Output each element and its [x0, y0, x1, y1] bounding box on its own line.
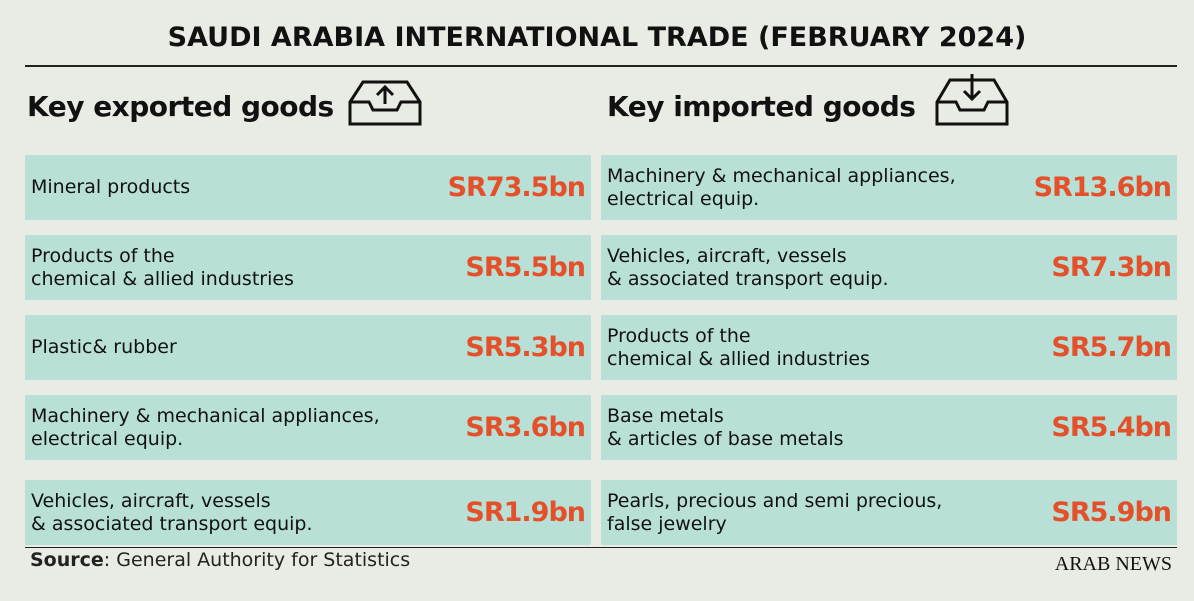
import-icon [935, 74, 1009, 126]
label-line: Vehicles, aircraft, vessels [607, 244, 847, 267]
label-line: Base metals [607, 404, 724, 427]
label-line: chemical & allied industries [607, 347, 870, 370]
label-line: Pearls, precious and semi precious, [607, 489, 943, 512]
row-label: Products of the chemical & allied industr… [31, 235, 294, 300]
label-line: & associated transport equip. [31, 512, 313, 535]
label-line: & associated transport equip. [607, 267, 889, 290]
row: Vehicles, aircraft, vessels & associated … [25, 480, 591, 545]
row: Machinery & mechanical appliances, electr… [25, 395, 591, 460]
row-label: Machinery & mechanical appliances, electr… [607, 155, 956, 220]
row: Machinery & mechanical appliances, electr… [601, 155, 1177, 220]
source: Source: General Authority for Statistics [30, 549, 410, 571]
title: SAUDI ARABIA INTERNATIONAL TRADE (FEBRUA… [167, 22, 1027, 53]
column-heading: Key exported goods [27, 90, 334, 123]
row: Mineral products SR73.5bn [25, 155, 591, 220]
row-value: SR13.6bn [1033, 172, 1172, 203]
row: Base metals & articles of base metals SR5.… [601, 395, 1177, 460]
label-line: chemical & allied industries [31, 267, 294, 290]
row: Vehicles, aircraft, vessels & associated … [601, 235, 1177, 300]
row: Products of the chemical & allied industr… [601, 315, 1177, 380]
row-value: SR5.7bn [1051, 332, 1172, 363]
label-line: false jewelry [607, 512, 727, 535]
row-label: Machinery & mechanical appliances, electr… [31, 395, 380, 460]
row-value: SR7.3bn [1051, 252, 1172, 283]
label-line: electrical equip. [607, 187, 760, 210]
row-label: Products of the chemical & allied industr… [607, 315, 870, 380]
row-value: SR73.5bn [447, 172, 586, 203]
export-icon [348, 80, 422, 126]
row-label: Plastic& rubber [31, 315, 177, 380]
column-heading: Key imported goods [607, 90, 916, 123]
row-value: SR1.9bn [465, 497, 586, 528]
divider [25, 65, 1177, 67]
divider [25, 547, 1177, 548]
row-label: Base metals & articles of base metals [607, 395, 844, 460]
row-value: SR5.5bn [465, 252, 586, 283]
row-value: SR3.6bn [465, 412, 586, 443]
label-line: Vehicles, aircraft, vessels [31, 489, 271, 512]
row-label: Pearls, precious and semi precious, false… [607, 480, 942, 545]
row-label: Vehicles, aircraft, vessels & associated … [31, 480, 313, 545]
row-value: SR5.3bn [465, 332, 586, 363]
logo: ARAB NEWS [1054, 553, 1172, 575]
label-line: Plastic& rubber [31, 336, 177, 358]
label-line: Products of the [31, 244, 175, 267]
label-line: Machinery & mechanical appliances, [607, 164, 956, 187]
source-label: Source [30, 549, 104, 571]
label-line: electrical equip. [31, 427, 184, 450]
row-value: SR5.9bn [1051, 497, 1172, 528]
row: Plastic& rubber SR5.3bn [25, 315, 591, 380]
row: Products of the chemical & allied industr… [25, 235, 591, 300]
row-value: SR5.4bn [1051, 412, 1172, 443]
label-line: & articles of base metals [607, 427, 844, 450]
row: Pearls, precious and semi precious, false… [601, 480, 1177, 545]
row-label: Mineral products [31, 155, 190, 220]
label-line: Mineral products [31, 176, 191, 198]
label-line: Products of the [607, 324, 751, 347]
row-label: Vehicles, aircraft, vessels & associated … [607, 235, 889, 300]
source-text: : General Authority for Statistics [103, 549, 411, 571]
label-line: Machinery & mechanical appliances, [31, 404, 380, 427]
